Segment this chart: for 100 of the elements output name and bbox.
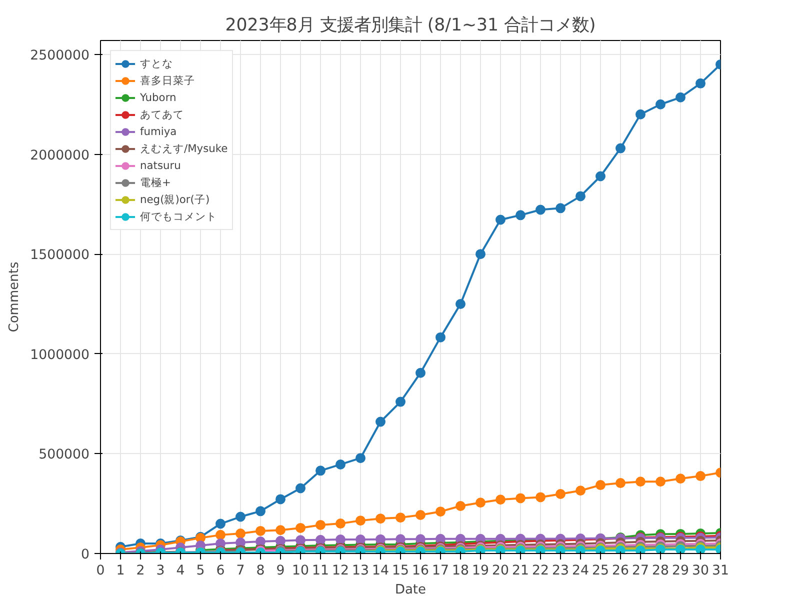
point: [336, 534, 346, 545]
legend-label: あてあて: [140, 106, 184, 122]
x-tick-label: 28: [652, 564, 669, 578]
point: [236, 528, 246, 539]
point: [516, 210, 526, 220]
point: [596, 480, 606, 490]
x-tick-label: 30: [692, 564, 709, 578]
x-tick-label: 0: [96, 564, 105, 578]
legend-label: 電極+: [140, 174, 171, 190]
legend-label: fumiya: [140, 124, 177, 140]
point: [476, 249, 486, 260]
legend-label: natsuru: [140, 158, 181, 174]
x-tick-label: 6: [216, 564, 225, 578]
point: [676, 92, 686, 102]
chart-title: 2023年8月 支援者別集計 (8/1~31 合計コメ数): [225, 16, 596, 36]
point: [276, 494, 286, 504]
x-tick-label: 15: [392, 564, 409, 578]
y-tick-label: 2000000: [30, 148, 90, 164]
point: [556, 489, 566, 500]
x-tick-label: 18: [452, 564, 469, 578]
x-tick-label: 14: [372, 564, 389, 578]
point: [656, 99, 666, 110]
point: [356, 453, 366, 464]
point: [456, 501, 466, 511]
point: [376, 416, 386, 427]
x-tick-label: 29: [672, 564, 689, 578]
point: [516, 493, 526, 504]
x-tick-label: 1: [116, 564, 125, 578]
point: [556, 203, 566, 214]
point: [296, 522, 306, 533]
point: [476, 498, 486, 508]
y-tick-label: 0: [81, 548, 90, 562]
legend-label: neg(親)or(子): [140, 192, 210, 208]
point: [236, 512, 246, 522]
x-tick-label: 20: [492, 564, 509, 578]
point: [596, 171, 606, 182]
x-tick-label: 31: [712, 564, 729, 578]
point: [676, 474, 686, 484]
point: [636, 476, 646, 487]
point: [356, 516, 366, 526]
point: [696, 78, 706, 88]
point: [336, 518, 346, 529]
point: [316, 466, 326, 476]
point: [296, 535, 306, 546]
point: [576, 191, 586, 202]
legend-label: 何でもコメント: [140, 208, 217, 224]
point: [316, 520, 326, 530]
y-axis-title: Comments: [7, 262, 22, 332]
legend-label: Yuborn: [140, 90, 176, 106]
legend-label: えむえす/Mysuke: [140, 140, 228, 156]
point: [496, 214, 506, 225]
point: [536, 204, 546, 215]
x-tick-label: 8: [256, 564, 265, 578]
point: [656, 476, 666, 487]
point: [356, 534, 366, 545]
point: [396, 396, 406, 407]
x-tick-label: 11: [312, 564, 329, 578]
point: [316, 534, 326, 545]
point: [296, 483, 306, 494]
point: [256, 506, 266, 516]
point: [256, 526, 266, 536]
x-tick-label: 19: [472, 564, 489, 578]
x-tick-label: 24: [572, 564, 589, 578]
point: [536, 492, 546, 502]
point: [576, 486, 586, 496]
x-tick-label: 4: [176, 564, 185, 578]
point: [616, 143, 626, 154]
x-tick-label: 12: [332, 564, 349, 578]
x-tick-label: 10: [292, 564, 309, 578]
point: [396, 512, 406, 523]
point: [636, 109, 646, 120]
x-tick-label: 26: [612, 564, 629, 578]
x-axis-title: Date: [394, 582, 426, 598]
y-tick-label: 500000: [38, 448, 90, 463]
point: [396, 534, 406, 544]
legend-label: すとな: [140, 56, 173, 72]
x-tick-label: 25: [592, 564, 609, 578]
point: [496, 494, 506, 505]
y-tick-label: 1500000: [30, 248, 90, 264]
point: [436, 332, 446, 342]
x-tick-label: 2: [136, 564, 145, 578]
point: [416, 510, 426, 520]
point: [436, 506, 446, 517]
x-tick-label: 17: [432, 564, 449, 578]
x-tick-label: 7: [236, 564, 245, 578]
point: [336, 459, 346, 470]
point: [276, 525, 286, 536]
point: [456, 298, 466, 309]
x-tick-label: 27: [632, 564, 649, 578]
x-tick-label: 16: [412, 564, 429, 578]
x-tick-label: 23: [552, 564, 569, 578]
point: [416, 368, 426, 378]
point: [696, 471, 706, 482]
y-tick-label: 1000000: [30, 348, 90, 363]
x-tick-label: 21: [512, 564, 529, 578]
x-tick-label: 5: [196, 564, 205, 578]
legend-label: 喜多日菜子: [140, 72, 195, 88]
point: [376, 534, 386, 544]
point: [616, 478, 626, 488]
point: [376, 514, 386, 524]
